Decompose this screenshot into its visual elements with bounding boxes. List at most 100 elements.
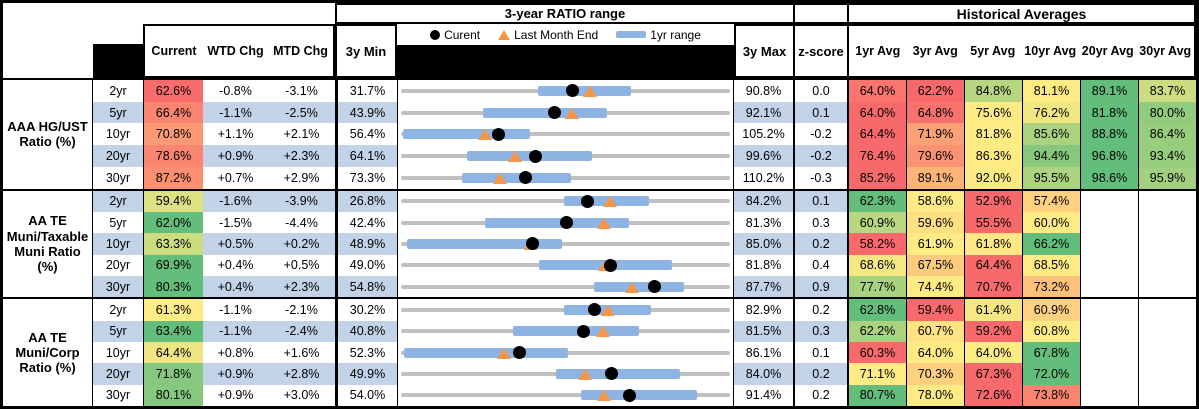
range-chart xyxy=(397,320,734,342)
section-divider xyxy=(793,363,795,385)
cell-tenor: 2yr xyxy=(93,299,143,321)
section-divider xyxy=(793,233,795,255)
range-track xyxy=(401,241,730,246)
cell-3y-min: 54.8% xyxy=(338,275,397,298)
cell-3y-max: 81.5% xyxy=(734,320,793,342)
avg-cells: 64.0% 64.8% 75.6% 76.2% 81.8% 80.0% xyxy=(849,101,1196,124)
cell-3y-max: 91.4% xyxy=(734,384,793,406)
current-marker xyxy=(576,324,590,338)
max-column-header: 3y Max xyxy=(734,24,795,78)
avg-cells: 68.6% 67.5% 64.4% 68.5% xyxy=(849,254,1196,276)
cell-avg-10yr: 57.4% xyxy=(1022,190,1080,212)
current-marker xyxy=(588,303,602,317)
cell-z-score: 0.3 xyxy=(795,211,847,234)
range-bar-1yr xyxy=(484,217,630,228)
cell-tenor: 20yr xyxy=(93,254,143,276)
last-month-end-marker xyxy=(595,326,610,338)
cell-avg-3yr: 67.5% xyxy=(906,254,964,276)
cell-wtd-chg: +0.9% xyxy=(203,384,268,406)
header-separator-line xyxy=(3,78,1196,80)
cell-z-score: 0.0 xyxy=(795,80,847,102)
cell-avg-1yr: 62.8% xyxy=(849,299,906,321)
group-label: AAA HG/UST Ratio (%) xyxy=(3,80,93,189)
cell-avg-5yr: 81.8% xyxy=(964,123,1022,146)
section-divider xyxy=(335,80,338,102)
legend-range-label: 1yr range xyxy=(650,27,701,42)
cell-avg-3yr: 61.9% xyxy=(906,233,964,255)
table-row: 30yr 80.3% +0.4% +2.3% 54.8% 87.7% 0.9 77.7% 74.… xyxy=(3,275,1196,298)
section-divider xyxy=(847,275,849,298)
cell-3y-min: 56.4% xyxy=(338,123,397,146)
section-divider xyxy=(793,341,795,364)
cell-avg-10yr: 85.6% xyxy=(1022,123,1080,146)
cell-avg-30yr xyxy=(1138,341,1196,364)
cell-3y-max: 84.2% xyxy=(734,190,793,212)
table-row: 30yr 87.2% +0.7% +2.9% 73.3% 110.2% -0.3 85.2% 8… xyxy=(3,166,1196,189)
cell-z-score: 0.2 xyxy=(795,384,847,406)
cell-mtd-chg: -3.1% xyxy=(268,80,335,102)
cell-avg-20yr: 96.8% xyxy=(1080,145,1138,167)
range-chart xyxy=(397,254,734,276)
cell-avg-20yr xyxy=(1080,233,1138,255)
cell-tenor: 30yr xyxy=(93,166,143,189)
last-month-end-marker xyxy=(582,85,597,97)
header-main-band: Current WTD Chg MTD Chg 3y Min Curent La… xyxy=(3,24,1196,78)
group-label: AA TE Muni/Corp Ratio (%) xyxy=(3,299,93,406)
table-row: 20yr 78.6% +0.9% +2.3% 64.1% 99.6% -0.2 76.4% 79… xyxy=(3,145,1196,167)
cell-avg-10yr: 95.5% xyxy=(1022,166,1080,189)
avg-cells: 60.3% 64.0% 64.0% 67.8% xyxy=(849,341,1196,364)
cell-wtd-chg: +0.7% xyxy=(203,166,268,189)
cell-avg-3yr: 59.4% xyxy=(906,299,964,321)
avg-cells: 77.7% 74.4% 70.7% 73.2% xyxy=(849,275,1196,298)
cell-3y-max: 82.9% xyxy=(734,299,793,321)
avg-3yr-header: 3yr Avg xyxy=(912,44,958,58)
cell-mtd-chg: +2.3% xyxy=(268,275,335,298)
cell-3y-max: 105.2% xyxy=(734,123,793,146)
cell-3y-min: 31.7% xyxy=(338,80,397,102)
section-divider xyxy=(847,363,849,385)
avg-cells: 62.8% 59.4% 61.4% 60.9% xyxy=(849,299,1196,321)
cell-avg-10yr: 67.8% xyxy=(1022,341,1080,364)
cell-wtd-chg: +0.9% xyxy=(203,363,268,385)
cell-z-score: -0.3 xyxy=(795,166,847,189)
cell-wtd-chg: +0.9% xyxy=(203,145,268,167)
cell-z-score: 0.1 xyxy=(795,190,847,212)
cell-avg-3yr: 64.8% xyxy=(906,101,964,124)
cell-avg-1yr: 80.7% xyxy=(849,384,906,406)
cell-3y-min: 52.3% xyxy=(338,341,397,364)
zscore-top-empty-box xyxy=(793,3,849,24)
cell-avg-30yr xyxy=(1138,384,1196,406)
current-marker xyxy=(518,171,532,185)
cell-avg-5yr: 55.5% xyxy=(964,211,1022,234)
cell-z-score: -0.2 xyxy=(795,123,847,146)
cell-avg-1yr: 64.0% xyxy=(849,101,906,124)
cell-avg-10yr: 60.8% xyxy=(1022,320,1080,342)
cell-3y-min: 64.1% xyxy=(338,145,397,167)
range-chart-legend-cell: Curent Last Month End 1yr range xyxy=(397,24,734,78)
cell-mtd-chg: -2.5% xyxy=(268,101,335,124)
cell-current: 80.3% xyxy=(143,275,203,298)
section-divider xyxy=(335,341,338,364)
cell-tenor: 10yr xyxy=(93,123,143,146)
cell-avg-1yr: 62.2% xyxy=(849,320,906,342)
section-divider xyxy=(847,341,849,364)
cell-3y-max: 92.1% xyxy=(734,101,793,124)
last-month-end-marker xyxy=(602,196,617,208)
avg-10yr-header: 10yr Avg xyxy=(1024,44,1077,58)
range-bar-1yr xyxy=(406,238,563,249)
avg-cells: 62.2% 60.7% 59.2% 60.8% xyxy=(849,320,1196,342)
group-label: AA TE Muni/Taxable Muni Ratio (%) xyxy=(3,190,93,298)
section-divider xyxy=(793,166,795,189)
avg-cells: 58.2% 61.9% 61.8% 66.2% xyxy=(849,233,1196,255)
last-month-end-marker xyxy=(496,347,511,359)
cell-avg-1yr: 64.4% xyxy=(849,123,906,146)
cell-avg-3yr: 62.2% xyxy=(906,80,964,102)
cell-avg-30yr xyxy=(1138,320,1196,342)
cell-z-score: 0.1 xyxy=(795,341,847,364)
cell-avg-5yr: 52.9% xyxy=(964,190,1022,212)
range-chart xyxy=(397,166,734,189)
averages-columns-header: 1yr Avg 3yr Avg 5yr Avg 10yr Avg 20yr Av… xyxy=(847,24,1196,78)
current-marker xyxy=(581,194,595,208)
cell-tenor: 5yr xyxy=(93,320,143,342)
cell-avg-1yr: 71.1% xyxy=(849,363,906,385)
